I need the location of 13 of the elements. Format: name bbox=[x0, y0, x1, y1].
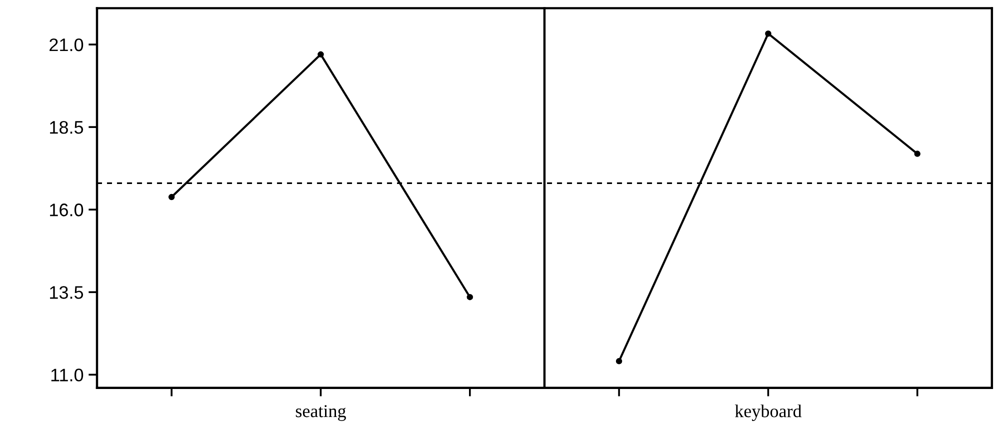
y-tick-label: 18.5 bbox=[50, 120, 84, 134]
point bbox=[616, 358, 622, 364]
point bbox=[168, 194, 175, 200]
y-tick-label: 16.0 bbox=[50, 204, 84, 216]
text: keyboard bbox=[734, 404, 802, 421]
y-tick-label: 13.5 bbox=[50, 286, 84, 299]
y-tick-label: 21.0 bbox=[50, 38, 84, 52]
point bbox=[318, 51, 324, 58]
text: seating bbox=[296, 405, 346, 421]
point bbox=[765, 30, 772, 37]
point bbox=[914, 150, 920, 157]
y-tick-label: 11.0 bbox=[51, 368, 84, 382]
point bbox=[466, 294, 474, 300]
